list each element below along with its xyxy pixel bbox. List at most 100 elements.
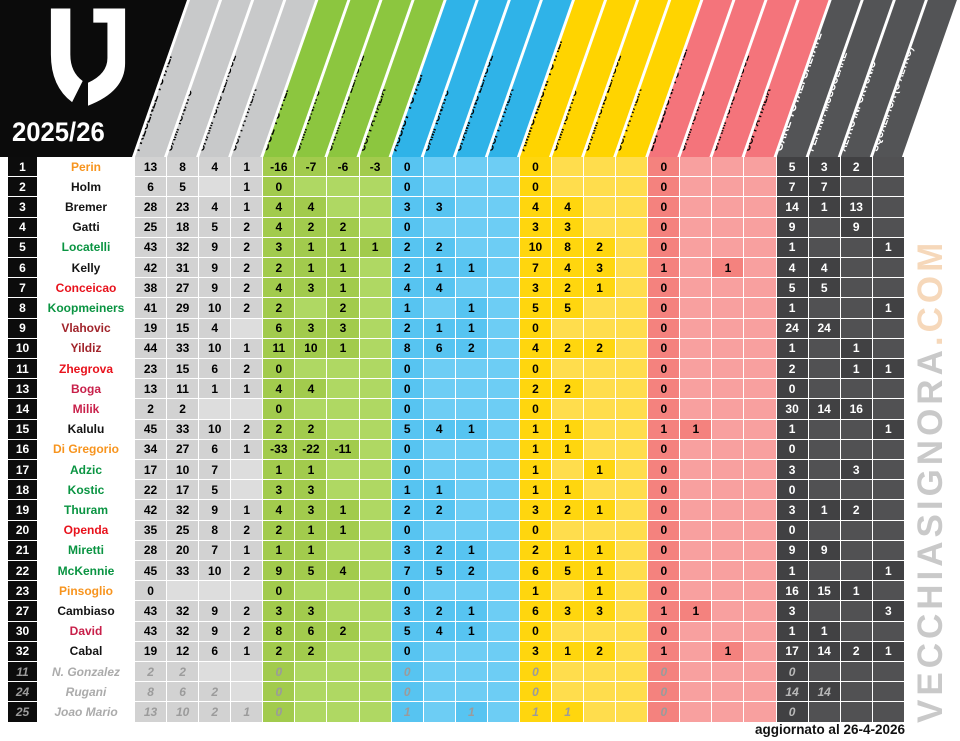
stat-cell: 22 <box>135 480 168 501</box>
stat-cell: 1 <box>327 500 360 521</box>
stat-cell <box>584 662 617 683</box>
stat-cell <box>231 318 264 339</box>
stat-cell: 0 <box>391 157 424 178</box>
stat-cell <box>584 318 617 339</box>
player-name: Vlahovic <box>38 318 135 339</box>
stat-cell <box>359 258 392 279</box>
stat-cell: 32 <box>167 237 200 259</box>
player-name: Gatti <box>38 217 135 238</box>
stat-cell <box>680 197 713 218</box>
stat-cell <box>295 399 328 420</box>
stat-cell: 9 <box>199 278 232 299</box>
stat-cell <box>359 641 392 663</box>
stat-cell: 43 <box>135 621 168 642</box>
stat-cell <box>744 217 777 238</box>
player-name: N. Gonzalez <box>38 662 135 683</box>
stat-cell: 0 <box>263 399 296 420</box>
stat-cell <box>616 581 649 602</box>
stat-cell: 1 <box>776 621 809 642</box>
stat-cell: 25 <box>167 520 200 541</box>
stat-cell: 7 <box>776 177 809 198</box>
stat-cell <box>455 197 488 218</box>
stat-cell: 1 <box>776 419 809 440</box>
stat-cell <box>359 621 392 642</box>
stat-cell <box>744 520 777 541</box>
stat-cell: 6 <box>263 318 296 339</box>
stat-cell: 0 <box>648 359 681 380</box>
stat-cell <box>712 359 745 380</box>
stat-cell <box>680 318 713 339</box>
stat-cell <box>680 520 713 541</box>
stat-cell <box>680 682 713 703</box>
stat-cell <box>487 500 520 521</box>
stat-cell: 2 <box>455 338 488 360</box>
stat-cell <box>616 177 649 198</box>
stat-cell: 0 <box>648 197 681 218</box>
stat-cell <box>616 338 649 360</box>
stat-cell: 6 <box>199 641 232 663</box>
stat-cell <box>840 177 873 198</box>
stats-grid: 1 Perin 13 8 4 1 -16 -7 -6 -3 0 0 0 5 3 2 2 Holm 6 5 1 0 0 0 0 7 7… <box>8 157 905 723</box>
stat-cell: 1 <box>648 419 681 440</box>
stat-cell <box>455 520 488 541</box>
stat-cell: 10 <box>167 460 200 481</box>
stat-cell <box>359 682 392 703</box>
player-number: 14 <box>8 399 38 420</box>
stat-cell: 1 <box>872 561 905 582</box>
stat-cell: 12 <box>167 641 200 663</box>
stat-cell: 7 <box>808 177 841 198</box>
stat-cell: 4 <box>199 318 232 339</box>
player-name: Kalulu <box>38 419 135 440</box>
stat-cell <box>744 662 777 683</box>
stat-cell <box>744 399 777 420</box>
stat-cell: 1 <box>295 237 328 259</box>
stat-cell: 0 <box>776 439 809 461</box>
stat-cell <box>327 682 360 703</box>
stat-cell: 3 <box>776 500 809 521</box>
stat-cell: 2 <box>231 278 264 299</box>
stat-cell <box>327 197 360 218</box>
stat-cell <box>295 662 328 683</box>
stat-cell: 1 <box>231 157 264 178</box>
stat-cell: 1 <box>712 258 745 279</box>
stat-cell <box>455 581 488 602</box>
stat-cell: 1 <box>327 278 360 299</box>
stat-cell: 2 <box>552 379 585 400</box>
stat-cell <box>423 460 456 481</box>
stat-cell <box>840 480 873 501</box>
stat-cell <box>680 662 713 683</box>
stat-cell: -16 <box>263 157 296 178</box>
stat-cell <box>744 419 777 440</box>
stat-cell: 1 <box>840 359 873 380</box>
stat-cell: 28 <box>135 197 168 218</box>
stat-cell: 7 <box>199 540 232 562</box>
stat-cell: 8 <box>552 237 585 259</box>
stat-cell: 2 <box>327 621 360 642</box>
player-name: Di Gregorio <box>38 439 135 461</box>
stat-cell <box>584 298 617 319</box>
stat-cell <box>616 561 649 582</box>
stat-cell <box>680 399 713 420</box>
stat-cell: 1 <box>872 237 905 259</box>
player-number: 15 <box>8 419 38 440</box>
player-name: Pinsoglio <box>38 581 135 602</box>
stat-cell <box>616 641 649 663</box>
stat-cell <box>359 662 392 683</box>
stat-cell: 8 <box>199 520 232 541</box>
stat-cell <box>712 318 745 339</box>
stat-cell: 2 <box>519 379 553 400</box>
watermark-main: VECCHIASIGNORA <box>911 346 950 723</box>
stat-cell <box>616 157 649 178</box>
stat-cell: 2 <box>776 359 809 380</box>
stat-cell <box>840 298 873 319</box>
player-name: Milik <box>38 399 135 420</box>
stat-cell: 7 <box>519 258 553 279</box>
stat-cell <box>744 258 777 279</box>
stat-cell: 0 <box>391 581 424 602</box>
stat-cell: 9 <box>776 217 809 238</box>
player-number: 32 <box>8 641 38 663</box>
stat-cell <box>359 338 392 360</box>
stat-cell <box>423 520 456 541</box>
stat-cell: -22 <box>295 439 328 461</box>
player-number: 10 <box>8 338 38 360</box>
